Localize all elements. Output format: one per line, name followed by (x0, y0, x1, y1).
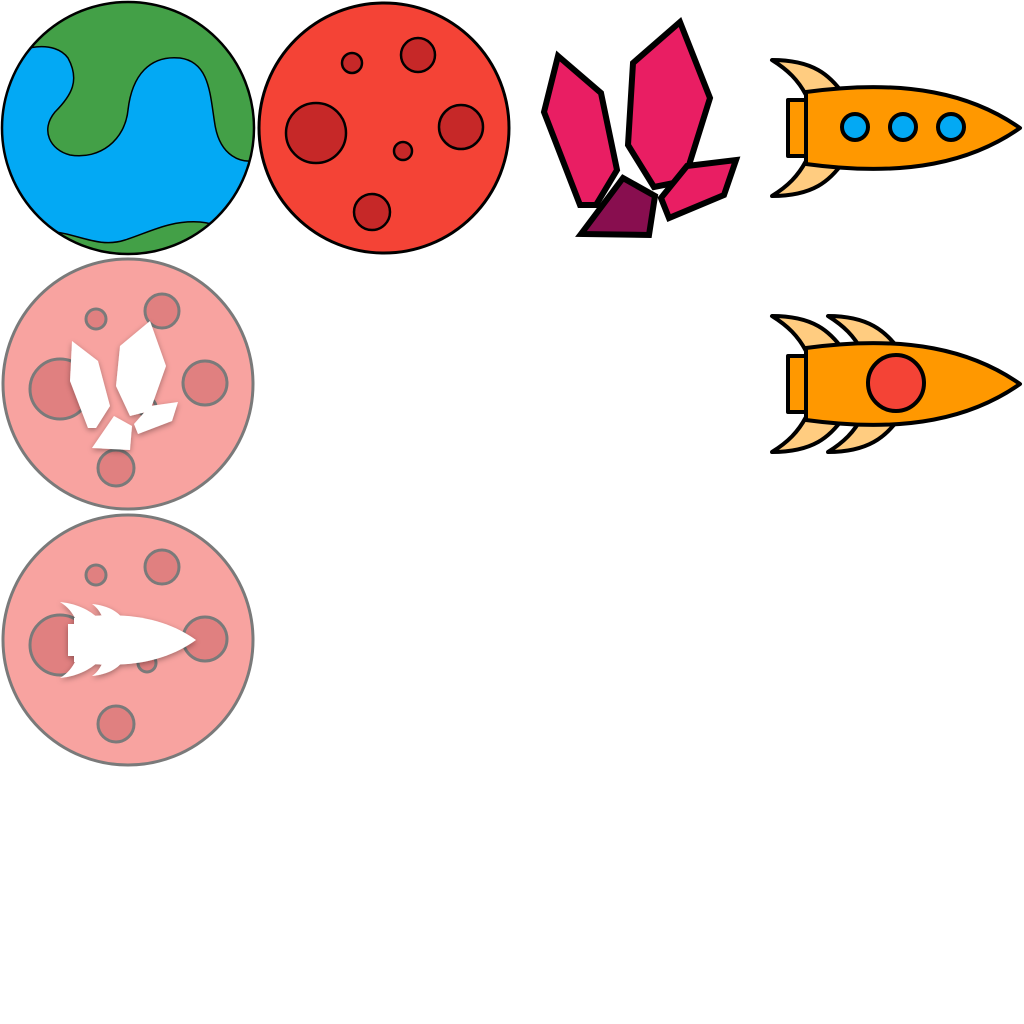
mars-planet-icon (256, 0, 512, 256)
crystal-cluster-icon (512, 0, 768, 256)
rocket-three-windows-icon (768, 0, 1024, 256)
rocket-icon (60, 602, 196, 678)
rocket-red-window-icon (768, 256, 1024, 512)
crystal-planet-button[interactable] (0, 256, 256, 512)
rocket-planet-button[interactable] (0, 512, 256, 768)
crystal-icon (70, 321, 178, 450)
earth-planet-icon (0, 0, 256, 256)
